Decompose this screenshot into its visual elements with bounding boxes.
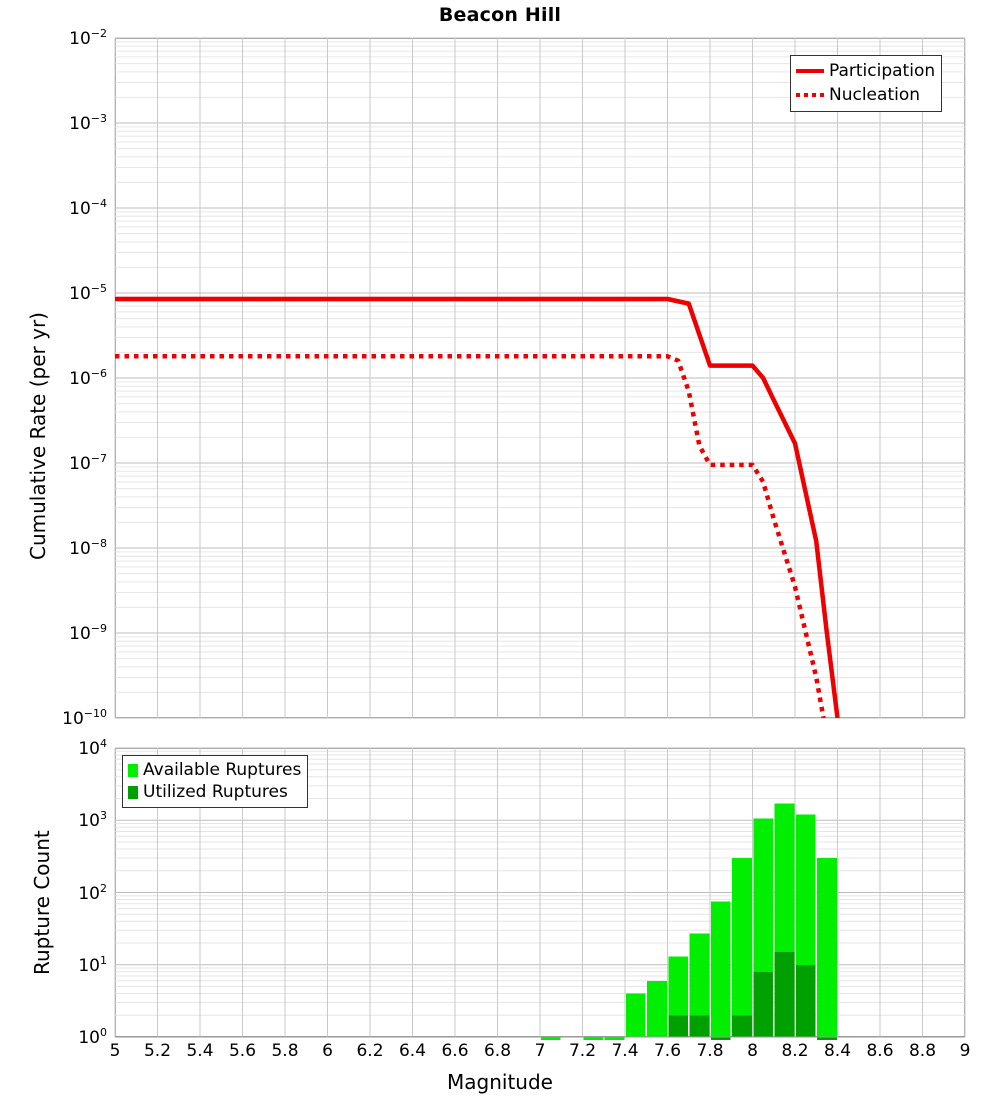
bottom-panel-legend: Available Ruptures Utilized Ruptures xyxy=(122,755,309,808)
y-axis-tick-label: 100 xyxy=(78,1026,107,1048)
y-axis-tick-label: 10−6 xyxy=(69,367,107,389)
y-axis-tick-label: 10−5 xyxy=(69,282,107,304)
y-axis-tick-label: 102 xyxy=(78,881,107,904)
x-axis-tick-label: 8.4 xyxy=(823,1041,852,1061)
x-axis-tick-label: 6 xyxy=(322,1041,333,1061)
x-axis-tick-label: 6.2 xyxy=(356,1041,384,1061)
x-axis-tick-label: 8 xyxy=(747,1041,758,1061)
y-axis-tick-label: 103 xyxy=(78,809,107,832)
y-axis-tick-label: 10−8 xyxy=(69,537,107,559)
y-axis-tick-label: 10−4 xyxy=(69,197,107,219)
legend-item-utilized-ruptures: Utilized Ruptures xyxy=(128,781,301,803)
x-axis-tick-label: 8.6 xyxy=(866,1041,894,1061)
x-axis-tick-label: 6.4 xyxy=(398,1041,427,1061)
x-axis-tick-label: 5.6 xyxy=(228,1041,257,1061)
legend-item-nucleation: Nucleation xyxy=(796,83,935,107)
x-axis-tick-label: 8.2 xyxy=(781,1041,809,1061)
x-axis-label: Magnitude xyxy=(447,1070,553,1094)
legend-label: Participation xyxy=(829,61,936,81)
y-axis-tick-label: 104 xyxy=(78,737,107,759)
page-title: Beacon Hill xyxy=(438,4,562,26)
legend-label: Available Ruptures xyxy=(143,760,302,780)
legend-label: Nucleation xyxy=(829,85,921,105)
x-axis-tick-label: 5.2 xyxy=(143,1041,172,1061)
y-axis-tick-label: 10−9 xyxy=(69,622,107,644)
x-axis-tick-label: 6.8 xyxy=(483,1041,512,1061)
legend-item-participation: Participation xyxy=(796,59,935,83)
legend-label: Utilized Ruptures xyxy=(143,782,288,802)
y-axis-tick-label: 10−2 xyxy=(69,27,107,49)
y-axis-tick-label: 10−7 xyxy=(69,452,107,474)
x-axis-tick-label: 5 xyxy=(109,1041,121,1061)
dark-green-square-icon xyxy=(128,785,138,799)
y-axis-tick-label: 10−10 xyxy=(62,707,107,729)
top-panel-legend: Participation Nucleation xyxy=(790,55,943,112)
y-axis-tick-label: 10−3 xyxy=(69,112,107,134)
legend-item-available-ruptures: Available Ruptures xyxy=(128,759,301,781)
x-axis-tick-label: 7.4 xyxy=(611,1041,639,1061)
solid-line-icon xyxy=(796,69,824,73)
x-axis-tick-label: 7.6 xyxy=(653,1041,682,1061)
x-axis-tick-label: 7.2 xyxy=(568,1041,597,1061)
x-axis-tick-label: 6.6 xyxy=(441,1041,469,1061)
x-axis-tick-label: 9 xyxy=(959,1041,971,1061)
x-axis-tick-label: 5.8 xyxy=(271,1041,299,1061)
dotted-line-icon xyxy=(796,93,824,97)
x-axis-tick-label: 7.8 xyxy=(696,1041,724,1061)
x-axis-tick-label: 8.8 xyxy=(908,1041,937,1061)
green-square-icon xyxy=(128,763,138,777)
x-axis-tick-label: 7 xyxy=(534,1041,546,1061)
x-axis-tick-label: 5.4 xyxy=(186,1041,214,1061)
y-axis-tick-label: 101 xyxy=(78,953,107,976)
